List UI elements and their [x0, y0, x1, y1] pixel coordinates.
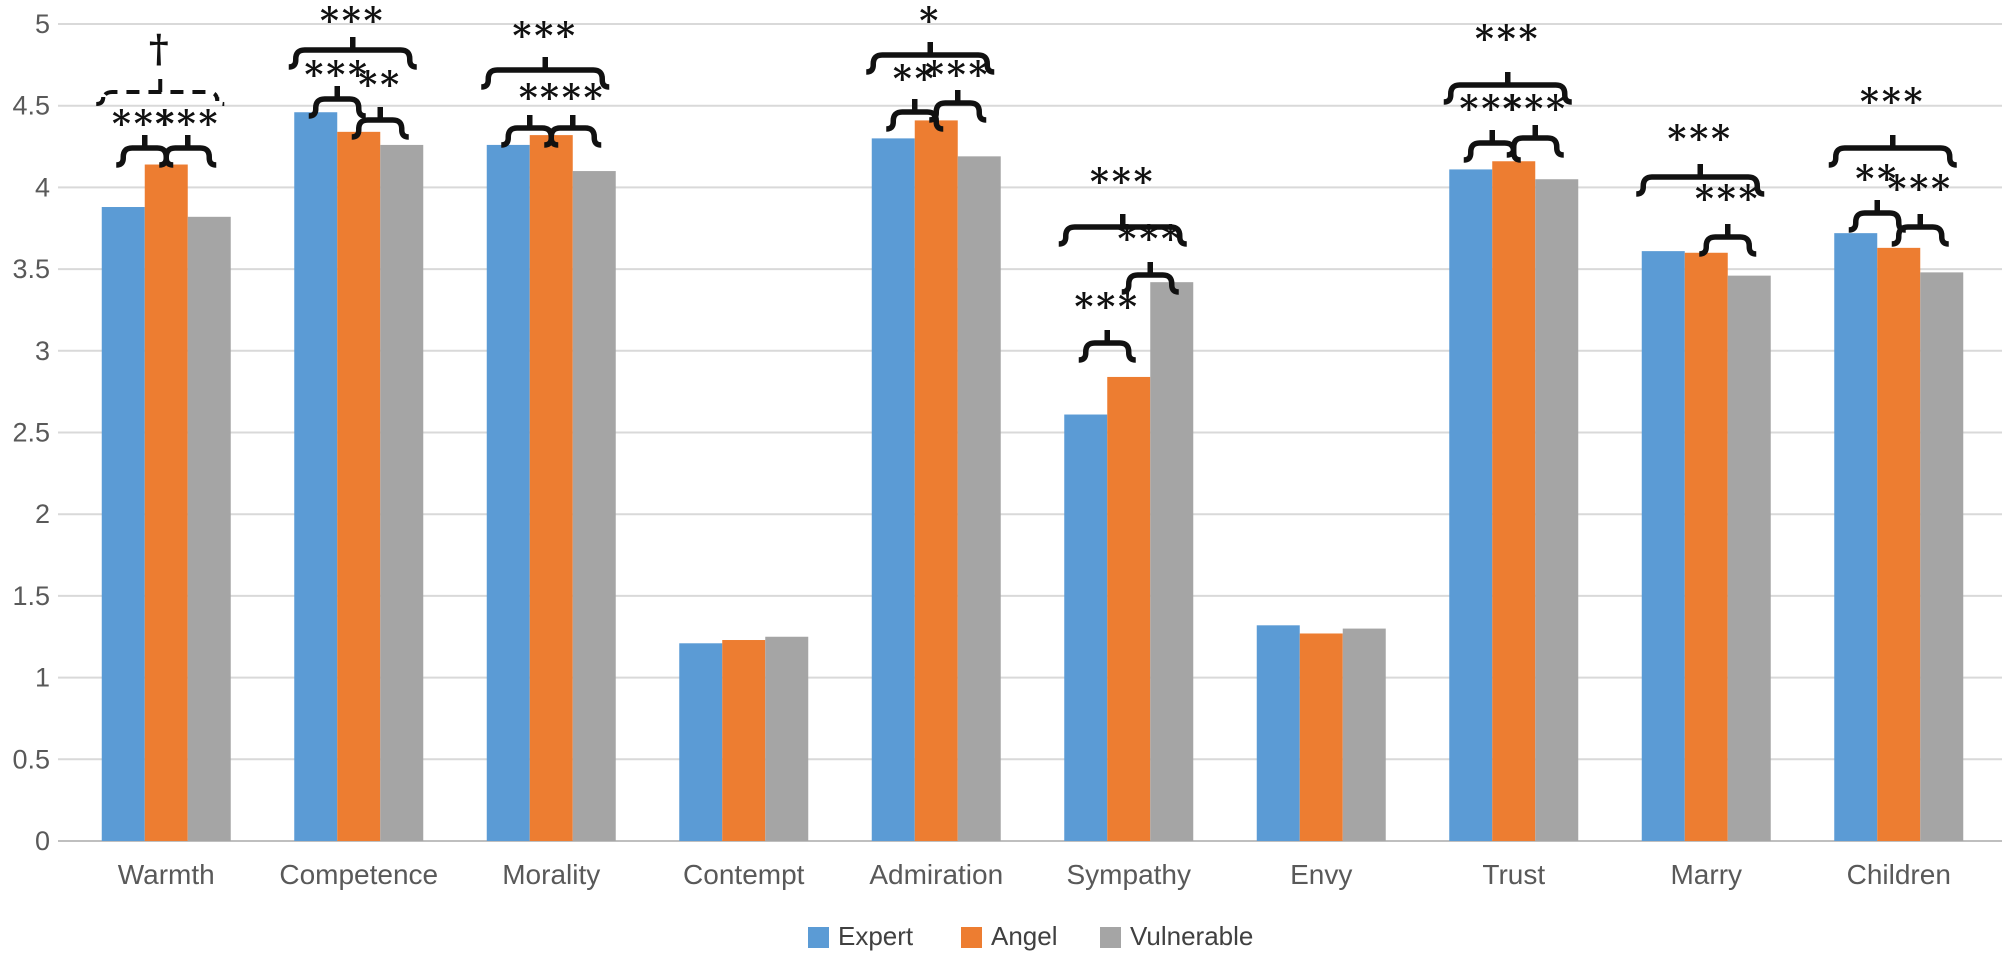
legend: Expert Angel Vulnerable [808, 921, 1253, 951]
x-axis-label: Contempt [683, 859, 805, 890]
x-axis-label: Admiration [869, 859, 1003, 890]
x-axis-label: Envy [1290, 859, 1352, 890]
significance-label: *** [1475, 18, 1540, 60]
bar-admiration-expert [871, 138, 915, 841]
bar-trust-expert [1449, 169, 1493, 841]
significance-label: *** [1860, 81, 1925, 123]
significance-label: *** [513, 15, 578, 57]
y-axis-tick-label: 3 [35, 336, 50, 366]
significance-label: *** [1460, 88, 1525, 130]
legend-label-vulnerable: Vulnerable [1130, 921, 1253, 951]
bar-envy-vulnerable [1342, 628, 1386, 841]
y-axis-tick-label: 2 [35, 499, 50, 529]
significance-label: *** [1118, 218, 1183, 260]
legend-swatch-expert [808, 927, 829, 948]
legend-swatch-angel [961, 927, 982, 948]
bar-competence-vulnerable [380, 144, 424, 841]
y-axis-tick-label: 0 [35, 826, 50, 856]
bar-marry-expert [1641, 251, 1685, 842]
significance-label: *** [1888, 168, 1953, 210]
bar-morality-expert [486, 144, 530, 841]
y-axis-tick-label: 0.5 [12, 744, 50, 774]
y-axis-tick-label: 1 [35, 663, 50, 693]
bar-marry-angel [1684, 252, 1728, 841]
significance-label: *** [112, 103, 177, 145]
bar-competence-expert [294, 112, 338, 841]
y-axis-tick-label: 2.5 [12, 418, 50, 448]
bar-contempt-vulnerable [765, 636, 809, 841]
significance-label: ** [893, 58, 937, 100]
bar-contempt-angel [722, 640, 766, 841]
bar-warmth-expert [101, 207, 145, 841]
bar-warmth-angel [144, 164, 188, 842]
bar-children-expert [1834, 233, 1878, 842]
legend-swatch-vulnerable [1100, 927, 1121, 948]
x-axis-label: Morality [502, 859, 600, 890]
y-axis-tick-label: 4 [35, 172, 50, 202]
significance-label: *** [1668, 118, 1733, 160]
bar-admiration-angel [914, 120, 958, 841]
bar-children-vulnerable [1920, 272, 1964, 841]
bar-children-angel [1877, 247, 1921, 841]
y-axis-tick-label: 4.5 [12, 91, 50, 121]
x-axis-label: Children [1847, 859, 1951, 890]
bar-trust-angel [1492, 161, 1536, 842]
significance-label: † [149, 26, 172, 71]
bar-competence-angel [337, 131, 381, 841]
significance-label: *** [925, 54, 990, 96]
bar-admiration-vulnerable [957, 156, 1001, 841]
legend-item-angel: Angel [961, 921, 1058, 951]
bar-sympathy-vulnerable [1150, 282, 1194, 841]
y-axis-tick-label: 3.5 [12, 254, 50, 284]
legend-item-expert: Expert [808, 921, 914, 951]
significance-label: * [519, 77, 541, 119]
x-axis-label: Marry [1670, 859, 1742, 890]
y-axis-tick-label: 5 [35, 9, 50, 39]
bar-envy-expert [1256, 625, 1300, 841]
bar-contempt-expert [679, 643, 723, 841]
bar-trust-vulnerable [1535, 179, 1579, 842]
y-axis-tick-label: 1.5 [12, 581, 50, 611]
significance-label: ** [358, 64, 402, 106]
x-axis-label: Sympathy [1067, 859, 1192, 890]
significance-label: *** [320, 0, 385, 42]
legend-label-angel: Angel [991, 921, 1058, 951]
bar-sympathy-expert [1064, 414, 1108, 841]
significance-label: *** [155, 103, 220, 145]
bar-warmth-vulnerable [187, 216, 231, 841]
significance-label: *** [1695, 178, 1760, 220]
significance-label: ** [1855, 158, 1899, 200]
bar-sympathy-angel [1107, 376, 1151, 841]
significance-label: *** [540, 77, 605, 119]
x-axis-label: Trust [1482, 859, 1545, 890]
significance-label: *** [1075, 286, 1140, 328]
x-axis-label: Warmth [118, 859, 215, 890]
significance-label: *** [1090, 161, 1155, 203]
significance-label: *** [305, 54, 370, 96]
legend-label-expert: Expert [838, 921, 914, 951]
bar-envy-angel [1299, 633, 1343, 841]
significance-label: * [919, 0, 941, 42]
significance-label: *** [1503, 88, 1568, 130]
bar-morality-angel [529, 135, 573, 841]
bar-morality-vulnerable [572, 171, 616, 841]
x-axis-label: Competence [279, 859, 438, 890]
bar-marry-vulnerable [1727, 275, 1771, 841]
legend-item-vulnerable: Vulnerable [1100, 921, 1253, 951]
